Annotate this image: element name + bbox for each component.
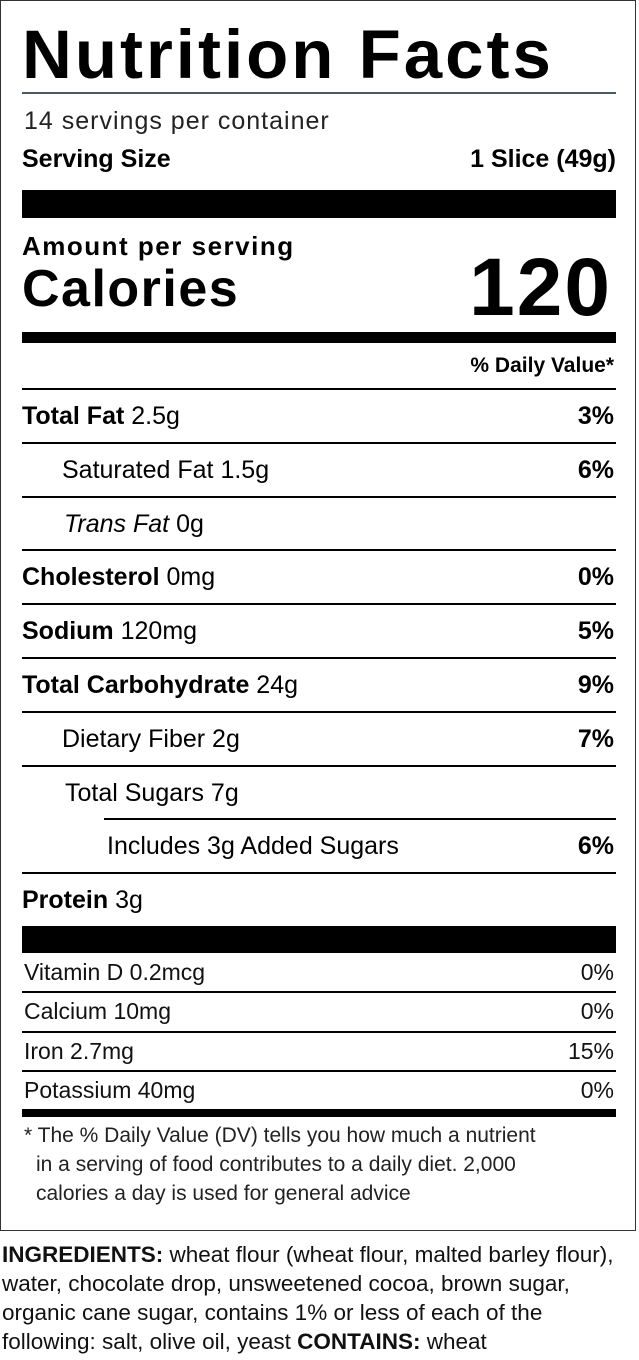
calories-value: 120	[469, 242, 612, 333]
ingredients-contains-text: wheat	[420, 1329, 487, 1354]
nutrient-row-total-fat: Total Fat 2.5g 3%	[22, 390, 616, 443]
nutrients-9-amount: 3g	[115, 885, 143, 914]
divider	[104, 818, 616, 820]
divider	[22, 991, 616, 993]
serving-size: Serving Size 1 Slice (49g)	[22, 145, 616, 174]
vitamins-1-dv: 0%	[580, 998, 614, 1024]
divider	[22, 765, 616, 767]
nutrients-9-name: Protein	[22, 885, 109, 914]
vitamins-3-name: Potassium 40mg	[24, 1077, 196, 1103]
nutrients-1-amount: 1.5g	[220, 456, 270, 484]
nutrients-7-name: Total Sugars	[65, 778, 204, 807]
thick-divider	[22, 926, 616, 953]
nutrients-5-name: Total Carbohydrate	[22, 671, 250, 699]
medium-divider	[22, 332, 616, 343]
daily-value-footnote: * The % Daily Value (DV) tells you how m…	[24, 1121, 616, 1208]
nutrient-row-protein: Protein 3g	[22, 874, 616, 926]
divider	[22, 92, 616, 94]
footnote-line2: in a serving of food contributes to a da…	[36, 1153, 516, 1176]
nutrients-6-dv: 7%	[577, 725, 614, 753]
vitamin-row: Calcium 10mg 0%	[24, 998, 614, 1025]
nutrient-row-total-sugars: Total Sugars 7g	[22, 767, 616, 819]
nutrient-row-saturated-fat: Saturated Fat 1.5g 6%	[22, 444, 616, 497]
nutrients-8-dv: 6%	[577, 832, 614, 860]
ingredients-text: wheat flour (wheat flour, malted barley …	[2, 1242, 614, 1354]
nutrients-0-amount: 2.5g	[131, 402, 180, 430]
vitamins-2-dv: 15%	[567, 1038, 614, 1064]
divider	[22, 1031, 616, 1033]
vitamin-row: Iron 2.7mg 15%	[24, 1038, 614, 1065]
nutrients-4-name: Sodium	[22, 617, 114, 645]
nutrient-row-sodium: Sodium 120mg 5%	[22, 605, 616, 658]
vitamins-3-dv: 0%	[580, 1077, 614, 1103]
servings-per-container: 14 servings per container	[24, 107, 330, 135]
daily-value-header: % Daily Value*	[470, 354, 614, 377]
nutrient-row-trans-fat: Trans Fat 0g	[22, 498, 616, 550]
nutrients-3-dv: 0%	[577, 563, 614, 591]
vitamins-0-dv: 0%	[580, 959, 614, 985]
vitamins-0-name: Vitamin D 0.2mcg	[24, 959, 206, 985]
nutrients-0-name: Total Fat	[22, 402, 125, 430]
vitamins-1-name: Calcium 10mg	[24, 998, 171, 1024]
nutrients-3-name: Cholesterol	[22, 563, 160, 591]
nutrients-6-name: Dietary Fiber	[62, 725, 206, 753]
divider	[22, 872, 616, 874]
ingredients-contains-label: CONTAINS:	[297, 1329, 421, 1354]
nutrient-row-added-sugars: Includes 3g Added Sugars 6%	[22, 820, 616, 873]
serving-size-label: Serving Size	[22, 145, 171, 173]
divider	[22, 711, 616, 713]
nutrients-2-amount: 0g	[176, 509, 204, 538]
divider	[22, 1070, 616, 1072]
medium-divider	[22, 1109, 616, 1117]
nutrients-4-amount: 120mg	[120, 617, 198, 645]
nutrition-facts-label: Nutrition Facts 14 servings per containe…	[0, 0, 636, 1231]
nutrients-1-dv: 6%	[577, 456, 614, 484]
nutrients-1-name: Saturated Fat	[62, 456, 214, 484]
nutrient-row-dietary-fiber: Dietary Fiber 2g 7%	[22, 713, 616, 766]
divider	[22, 442, 616, 444]
nutrients-2-name: Trans Fat	[64, 509, 170, 538]
thick-divider	[22, 190, 616, 218]
calories-label: Calories	[22, 260, 240, 318]
nutrients-4-dv: 5%	[577, 617, 614, 645]
divider	[22, 603, 616, 605]
nutrients-5-dv: 9%	[577, 671, 614, 699]
footnote-line1: * The % Daily Value (DV) tells you how m…	[24, 1124, 536, 1147]
nutrients-5-amount: 24g	[256, 671, 299, 699]
divider	[22, 657, 616, 659]
divider	[22, 496, 616, 498]
divider	[22, 549, 616, 551]
nutrient-row-cholesterol: Cholesterol 0mg 0%	[22, 551, 616, 604]
serving-size-value: 1 Slice (49g)	[470, 145, 616, 173]
nutrients-8-name: Includes 3g Added Sugars	[107, 832, 399, 860]
ingredients-text: INGREDIENTS: wheat flour (wheat flour, m…	[2, 1240, 637, 1356]
label-title: Nutrition Facts	[22, 16, 554, 93]
nutrient-row-total-carbohydrate: Total Carbohydrate 24g 9%	[22, 659, 616, 712]
vitamin-row: Vitamin D 0.2mcg 0%	[24, 959, 614, 986]
nutrients-3-amount: 0mg	[166, 563, 216, 591]
nutrients-6-amount: 2g	[212, 725, 240, 753]
divider	[22, 388, 616, 390]
ingredients-label: INGREDIENTS:	[2, 1242, 164, 1267]
vitamin-row: Potassium 40mg 0%	[24, 1077, 614, 1104]
nutrients-0-dv: 3%	[577, 402, 614, 430]
vitamins-2-name: Iron 2.7mg	[24, 1038, 134, 1064]
footnote-line3: calories a day is used for general advic…	[36, 1182, 411, 1205]
amount-per-serving: Amount per serving	[22, 231, 295, 261]
nutrients-7-amount: 7g	[210, 778, 239, 807]
